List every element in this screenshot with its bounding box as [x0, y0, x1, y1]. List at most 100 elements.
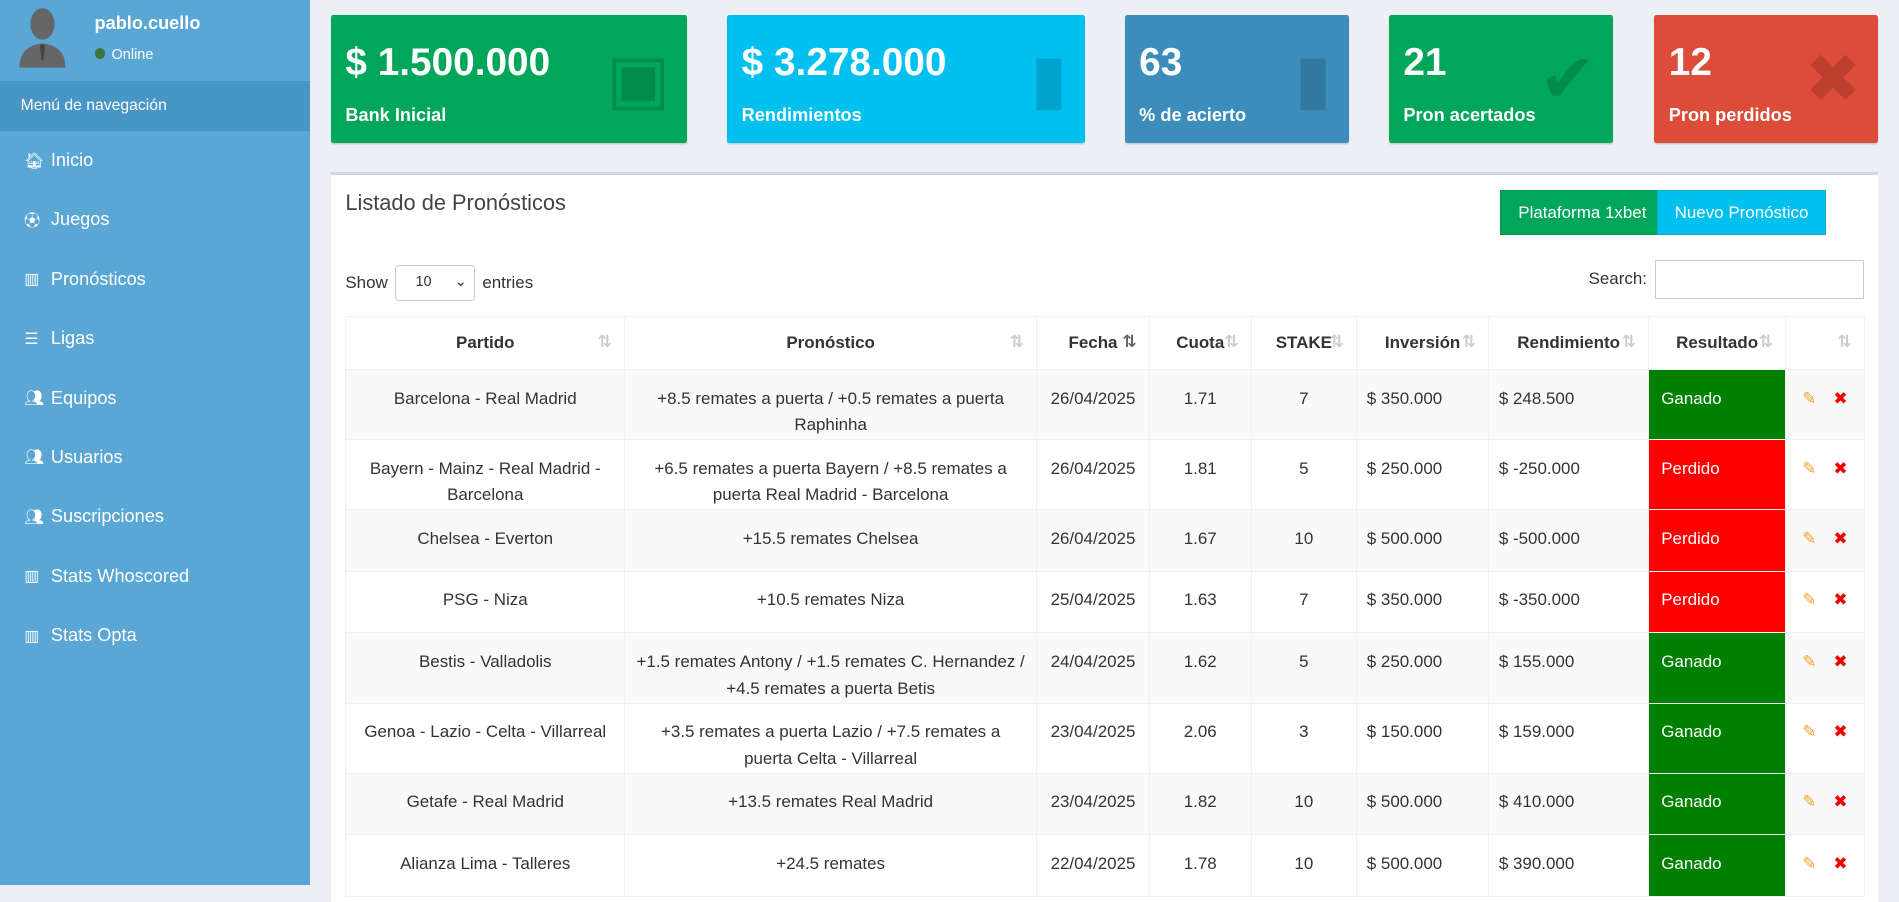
table-cell: 10 [1250, 508, 1358, 572]
check-icon: ✔ [1539, 42, 1597, 118]
sidebar-item-equipos[interactable]: 👥︎ Equipos [0, 368, 310, 427]
sidebar-item-inicio[interactable]: 🏠︎ Inicio [0, 131, 310, 190]
table-cell: Bestis - Valladolis [345, 632, 626, 704]
table-cell: 1.81 [1148, 438, 1252, 510]
column-header[interactable]: Cuota ⇅ [1148, 315, 1252, 370]
table-cell: $ 155.000 [1488, 632, 1650, 704]
table-row: Bayern - Mainz - Real Madrid - Barcelona… [345, 438, 1865, 510]
sidebar-item-label: Stats Whoscored [50, 565, 190, 586]
table-cell: 3 [1250, 702, 1358, 774]
table-cell: 26/04/2025 [1036, 438, 1150, 510]
status-dot-icon [94, 48, 106, 60]
delete-icon[interactable]: ✖ [1833, 722, 1848, 742]
avatar [19, 8, 66, 68]
plataforma-1xbet-button[interactable]: Plataforma 1xbet [1500, 189, 1665, 236]
edit-icon[interactable]: ✎ [1802, 652, 1817, 672]
nuevo-pronostico-button[interactable]: Nuevo Pronóstico [1656, 189, 1827, 236]
table-cell: $ -350.000 [1488, 570, 1650, 634]
table-row: Alianza Lima - Talleres +24.5 remates 22/0… [345, 834, 1865, 898]
sort-icon: ⇅ [1461, 332, 1477, 352]
sidebar-item-ligas[interactable]: ☰ Ligas [0, 309, 310, 368]
bar-chart-icon: ▥ [24, 271, 40, 289]
delete-icon[interactable]: ✖ [1833, 652, 1848, 672]
column-header[interactable]: Inversión ⇅ [1356, 315, 1490, 370]
delete-icon[interactable]: ✖ [1833, 388, 1848, 408]
edit-icon[interactable]: ✎ [1802, 590, 1817, 610]
table-cell: 10 [1250, 772, 1358, 836]
table-cell: 26/04/2025 [1036, 368, 1150, 440]
stat-label: % de acierto [1139, 105, 1247, 126]
table-cell: Ganado [1648, 632, 1787, 704]
column-header[interactable]: STAKE ⇅ [1250, 315, 1358, 370]
delete-icon[interactable]: ✖ [1833, 528, 1848, 548]
users-icon: 👥︎ [24, 449, 45, 467]
stat-box: 21 Pron acertados ✔ [1388, 14, 1614, 143]
sidebar-item-suscripciones[interactable]: 👥︎ Suscripciones [0, 487, 310, 546]
sort-icon: ⇅ [1122, 332, 1137, 352]
table-cell: PSG - Niza [345, 570, 626, 634]
table-cell: 5 [1250, 438, 1358, 510]
sidebar-item-label: Inicio [50, 150, 94, 171]
table-cell: Perdido [1648, 508, 1787, 572]
column-header[interactable]: Partido ⇅ [345, 315, 626, 370]
table-cell: Bayern - Mainz - Real Madrid - Barcelona [345, 438, 626, 510]
sidebar-item-label: Usuarios [50, 446, 123, 467]
edit-icon[interactable]: ✎ [1802, 458, 1817, 478]
table-cell: 7 [1250, 570, 1358, 634]
table-cell: $ 410.000 [1488, 772, 1650, 836]
table-cell: +8.5 remates a puerta / +0.5 remates a p… [624, 368, 1038, 440]
table-cell: Perdido [1648, 438, 1787, 510]
delete-icon[interactable]: ✖ [1833, 458, 1848, 478]
search-label: Search: [1588, 269, 1647, 289]
table-cell: $ 250.000 [1356, 438, 1490, 510]
sidebar-item-label: Stats Opta [50, 625, 137, 646]
table-cell: 26/04/2025 [1036, 508, 1150, 572]
users-icon: 👥︎ [24, 390, 45, 408]
stat-value: 12 [1668, 41, 1712, 85]
table-cell: 24/04/2025 [1036, 632, 1150, 704]
table-row: Genoa - Lazio - Celta - Villarreal +3.5 r… [345, 702, 1865, 774]
table-cell: $ 350.000 [1356, 570, 1490, 634]
table-cell: 1.63 [1148, 570, 1252, 634]
column-header[interactable]: Resultado ⇅ [1648, 315, 1787, 370]
delete-icon[interactable]: ✖ [1833, 792, 1848, 812]
edit-icon[interactable]: ✎ [1802, 854, 1817, 874]
column-header[interactable]: Fecha ⇅ [1036, 315, 1150, 370]
table-row: Bestis - Valladolis +1.5 remates Antony /… [345, 632, 1865, 704]
sidebar-item-pronósticos[interactable]: ▥ Pronósticos [0, 250, 310, 309]
table-cell: Ganado [1648, 772, 1787, 836]
column-header[interactable]: Pronóstico ⇅ [624, 315, 1038, 370]
page-size-select[interactable]: 10 ⌄ [395, 264, 476, 302]
column-header[interactable]: Rendimiento ⇅ [1488, 315, 1650, 370]
table-cell: 2.06 [1148, 702, 1252, 774]
delete-icon[interactable]: ✖ [1833, 590, 1848, 610]
sidebar-item-label: Equipos [50, 387, 117, 408]
sidebar-item-stats-whoscored[interactable]: ▥ Stats Whoscored [0, 547, 310, 606]
home-icon: 🏠︎ [24, 152, 45, 170]
table-cell: $ 500.000 [1356, 508, 1490, 572]
edit-icon[interactable]: ✎ [1802, 528, 1817, 548]
edit-icon[interactable]: ✎ [1802, 388, 1817, 408]
table-cell: 5 [1250, 632, 1358, 704]
sort-icon: ⇅ [1009, 332, 1025, 352]
table-cell: $ 500.000 [1356, 772, 1490, 836]
sidebar-item-label: Pronósticos [50, 268, 146, 289]
edit-icon[interactable]: ✎ [1802, 722, 1817, 742]
sidebar-item-juegos[interactable]: ⚽︎ Juegos [0, 190, 310, 249]
table-cell: 22/04/2025 [1036, 834, 1150, 898]
sidebar-item-stats-opta[interactable]: ▥ Stats Opta [0, 606, 310, 665]
user-panel: pablo.cuello Online [0, 0, 310, 81]
search-input[interactable] [1655, 259, 1864, 299]
table-cell: Barcelona - Real Madrid [345, 368, 626, 440]
table-cell: +1.5 remates Antony / +1.5 remates C. He… [624, 632, 1038, 704]
stat-box: $ 3.278.000 Rendimientos ▮ [727, 14, 1085, 143]
sidebar-item-usuarios[interactable]: 👥︎ Usuarios [0, 428, 310, 487]
sort-icon: ⇅ [1224, 332, 1239, 352]
column-header[interactable]: ⇅ [1785, 315, 1865, 370]
table-row: Barcelona - Real Madrid +8.5 remates a pu… [345, 368, 1865, 440]
table-cell: $ 250.000 [1356, 632, 1490, 704]
delete-icon[interactable]: ✖ [1833, 854, 1848, 874]
edit-icon[interactable]: ✎ [1802, 792, 1817, 812]
table-cell: +15.5 remates Chelsea [624, 508, 1038, 572]
table-cell: Genoa - Lazio - Celta - Villarreal [345, 702, 626, 774]
